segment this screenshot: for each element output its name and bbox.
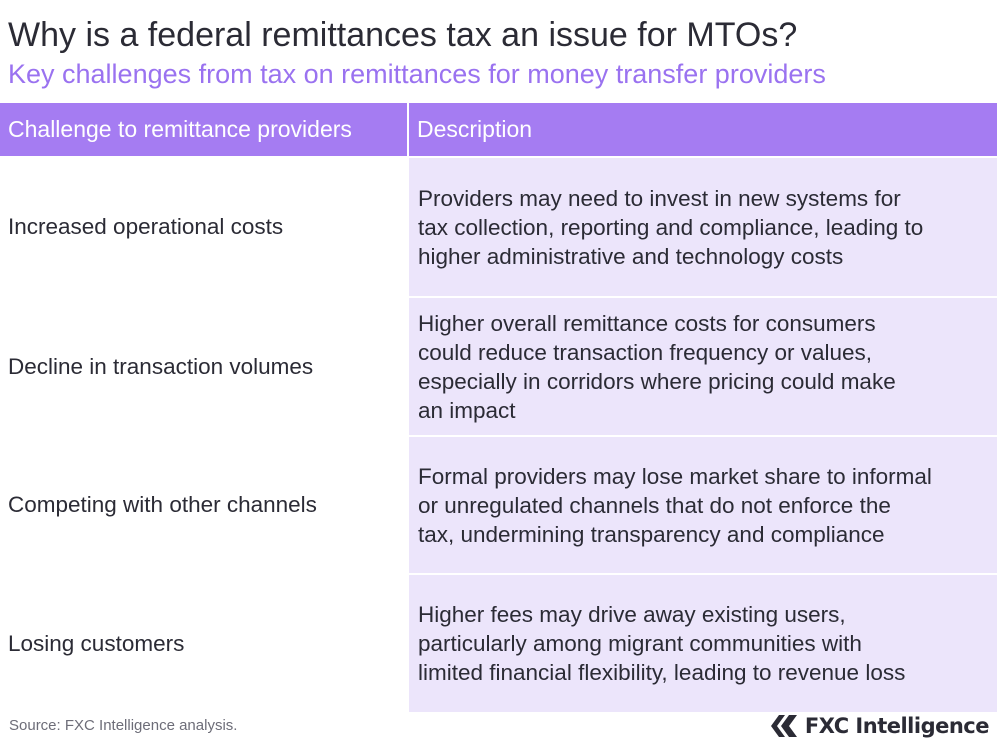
description-line: an impact: [418, 397, 516, 423]
fxc-logo: FXC Intelligence: [769, 712, 990, 740]
description-line: tax, undermining transparency and compli…: [418, 521, 885, 547]
description-line: higher administrative and technology cos…: [418, 243, 844, 269]
description-line: Formal providers may lose market share t…: [418, 463, 932, 489]
description-line: or unregulated channels that do not enfo…: [418, 492, 891, 518]
description-cell: Providers may need to invest in new syst…: [409, 158, 997, 296]
table-row: Increased operational costs Providers ma…: [0, 158, 997, 296]
fxc-logo-icon: [770, 715, 797, 737]
challenge-cell: Increased operational costs: [0, 158, 407, 296]
table-header: Challenge to remittance providers Descri…: [0, 103, 997, 156]
challenge-cell: Decline in transaction volumes: [0, 298, 407, 435]
challenges-table: Challenge to remittance providers Descri…: [0, 103, 997, 712]
description-cell: Higher overall remittance costs for cons…: [409, 298, 997, 435]
table-row: Decline in transaction volumes Higher ov…: [0, 298, 997, 435]
description-line: Higher fees may drive away existing user…: [418, 602, 846, 627]
page-subtitle: Key challenges from tax on remittances f…: [8, 59, 826, 89]
description-cell: Formal providers may lose market share t…: [409, 437, 997, 573]
description-line: Higher overall remittance costs for cons…: [418, 310, 876, 336]
source-note: Source: FXC Intelligence analysis.: [9, 717, 238, 734]
challenge-cell: Losing customers: [0, 575, 407, 712]
table-row: Competing with other channels Formal pro…: [0, 437, 997, 573]
description-line: especially in corridors where pricing co…: [418, 368, 896, 394]
description-line: tax collection, reporting and compliance…: [418, 214, 924, 240]
description-line: Providers may need to invest in new syst…: [418, 185, 901, 211]
table-row: Losing customers Higher fees may drive a…: [0, 575, 997, 712]
page-title: Why is a federal remittances tax an issu…: [8, 16, 798, 54]
challenge-cell: Competing with other channels: [0, 437, 407, 573]
column-header-description: Description: [409, 103, 997, 156]
description-line: could reduce transaction frequency or va…: [418, 339, 873, 365]
description-line: limited financial flexibility, leading t…: [418, 660, 906, 685]
column-header-challenge: Challenge to remittance providers: [0, 103, 407, 156]
logo-text: FXC Intelligence: [804, 714, 990, 738]
description-cell: Higher fees may drive away existing user…: [409, 575, 997, 712]
description-line: particularly among migrant communities w…: [418, 631, 862, 656]
